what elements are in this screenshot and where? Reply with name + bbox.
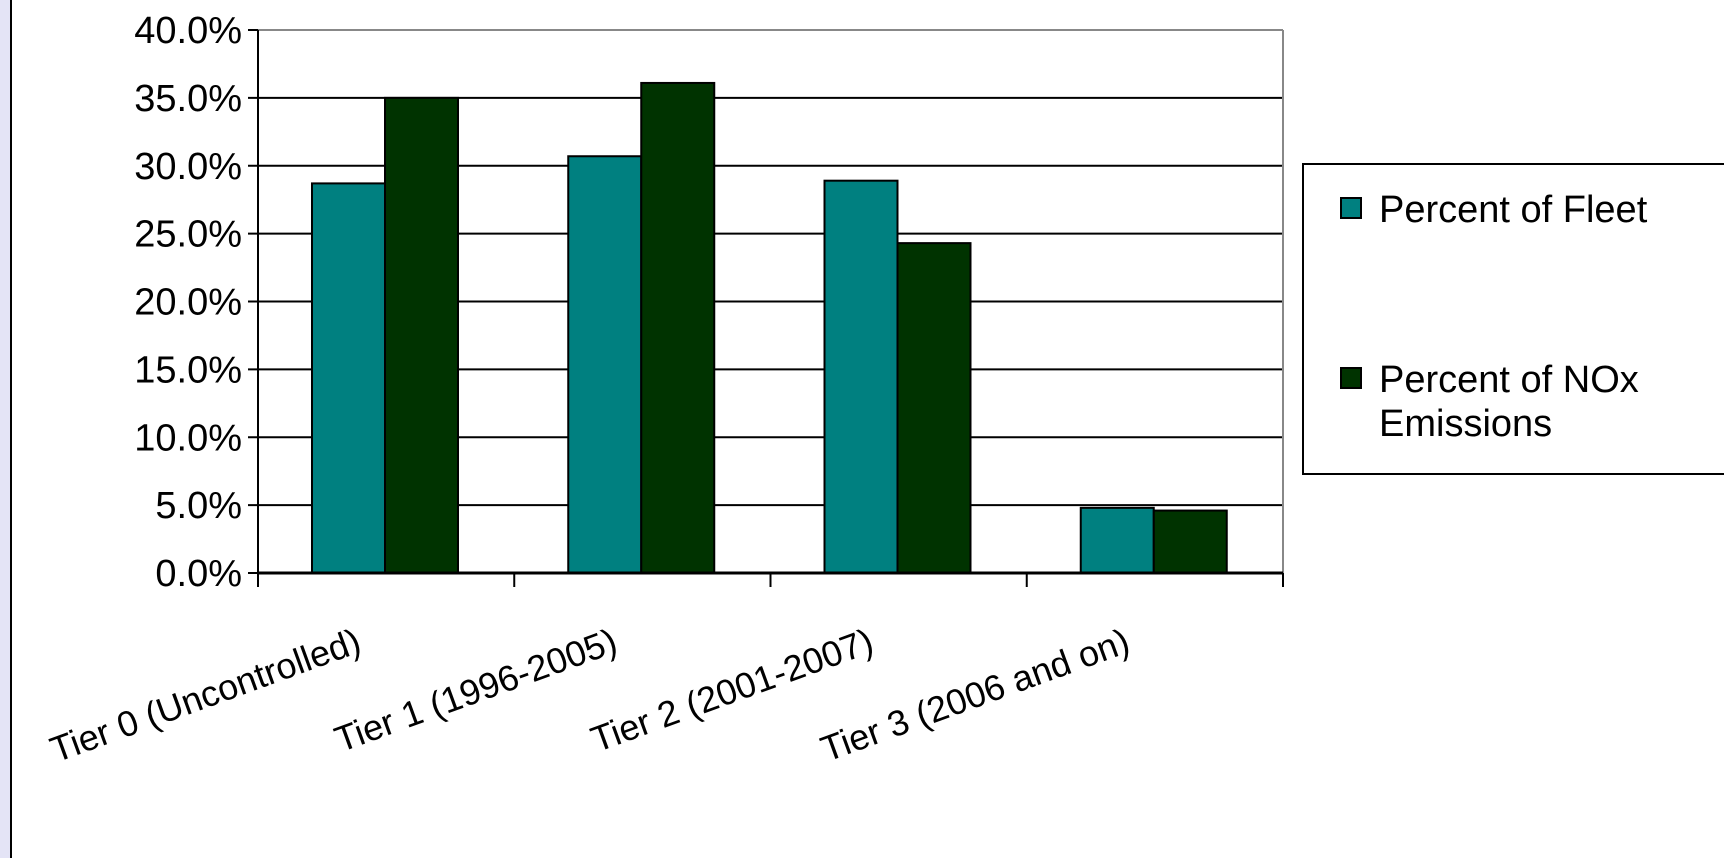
bar-nox-1	[640, 81, 716, 574]
bar-fleet-0	[311, 182, 386, 575]
legend-label: Percent of Fleet	[1379, 189, 1648, 231]
bar-nox-3	[1152, 509, 1228, 574]
bar-nox-0	[384, 96, 459, 574]
y-tick-labels: 0.0% 5.0% 10.0% 15.0% 20.0% 25.0% 30.0% 35.0% 40…	[134, 10, 242, 595]
bar-nox-2	[896, 242, 972, 574]
y-tick-label: 35.0%	[134, 78, 242, 120]
y-tick-label: 40.0%	[134, 10, 242, 52]
legend-label: Percent of NOx	[1379, 359, 1639, 401]
y-tick-label: 30.0%	[134, 146, 242, 188]
y-tick-label: 15.0%	[134, 349, 242, 391]
axes	[248, 29, 1284, 587]
bar-fleet-3	[1079, 506, 1155, 574]
left-edge-strip	[0, 0, 10, 858]
bar-fleet-2	[823, 179, 899, 574]
y-tick-label: 10.0%	[134, 417, 242, 459]
y-tick-label: 20.0%	[134, 282, 242, 324]
x-tick-labels: Tier 0 (Uncontrolled)Tier 1 (1996-2005)T…	[45, 620, 1135, 770]
y-tick-label: 5.0%	[155, 485, 242, 527]
x-category-label: Tier 0 (Uncontrolled)	[45, 620, 366, 770]
legend-box	[1302, 163, 1724, 475]
left-edge-line	[10, 0, 12, 858]
bar-fleet-1	[567, 155, 643, 574]
legend-label: Emissions	[1379, 403, 1552, 445]
y-tick-label: 25.0%	[134, 214, 242, 256]
y-tick-label: 0.0%	[155, 553, 242, 595]
legend-swatch	[1340, 367, 1362, 389]
bars	[311, 81, 1228, 575]
legend-swatch	[1340, 197, 1362, 219]
x-category-label: Tier 1 (1996-2005)	[329, 620, 622, 760]
